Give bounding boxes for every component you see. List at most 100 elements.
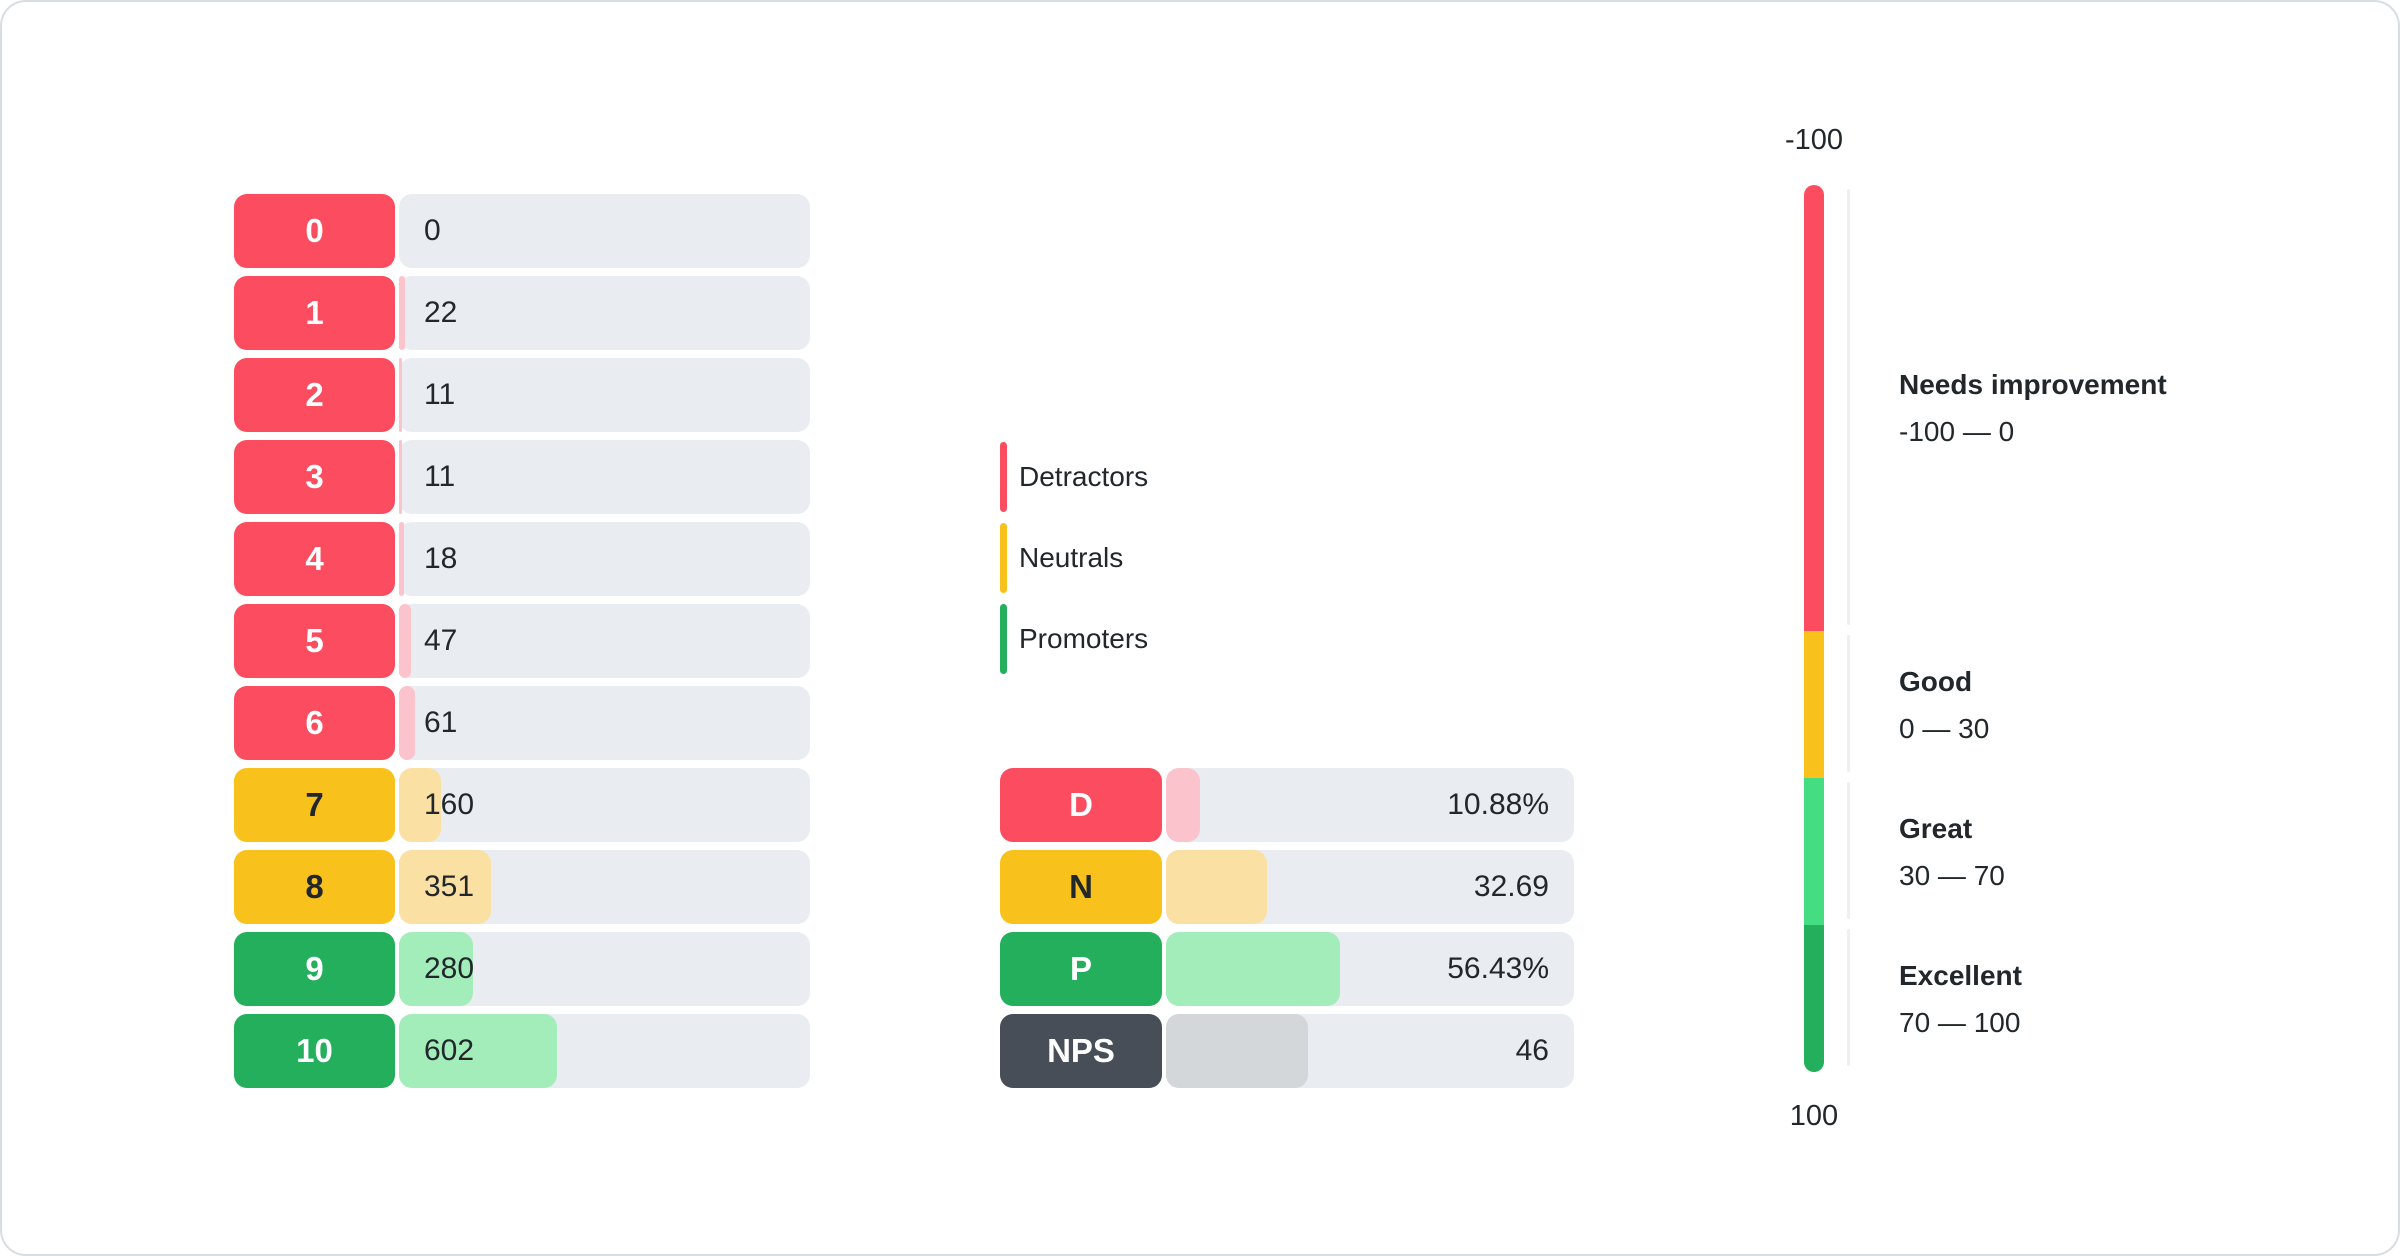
gauge-zone-segment [1804,631,1824,779]
gauge-zone-label: Needs improvement -100 — 0 [1899,368,2167,449]
summary-pill-label: P [1069,950,1092,987]
score-track: 18 [399,522,810,596]
legend-marker-icon [1000,523,1007,593]
gauge-zone-range: 30 — 70 [1899,859,2005,891]
score-bar [399,604,412,678]
score-pill: 7 [234,768,395,842]
gauge-zone-label: Great 30 — 70 [1899,812,2005,893]
summary-row: N 32.69 [1000,850,1574,924]
gauge-axis-line-segment [1847,782,1850,920]
score-track: 0 [399,194,810,268]
score-pill: 5 [234,604,395,678]
score-row: 5 47 [234,604,810,678]
gauge-axis-line-segment [1847,929,1850,1066]
gauge-max-negative-label: -100 [1784,124,1844,156]
score-count: 602 [424,1034,475,1067]
summary-pill: P [1000,932,1162,1006]
score-count: 22 [424,296,458,329]
score-pill: 6 [234,686,395,760]
legend-item: Neutrals [1000,523,1148,593]
score-row: 1 22 [234,276,810,350]
score-row: 2 11 [234,358,810,432]
score-count: 11 [424,460,456,493]
score-count: 0 [424,214,441,247]
gauge-axis-line-segment [1847,635,1850,773]
summary-bar [1166,1014,1308,1088]
summary-pill: N [1000,850,1162,924]
gauge-zone-title: Good [1899,665,1973,697]
gauge-zone-title: Excellent [1899,959,2022,991]
score-pill: 9 [234,932,395,1006]
gauge-max-positive-label: 100 [1789,1100,1839,1132]
summary-value: 46 [1515,1034,1549,1067]
gauge-zone-segment [1804,185,1824,632]
score-pill-label: 10 [296,1032,333,1069]
score-pill: 3 [234,440,395,514]
summary-row: P 56.43% [1000,932,1574,1006]
legend: Detractors Neutrals Promoters [1000,442,1148,674]
score-pill: 4 [234,522,395,596]
gauge-zone-label: Good 0 — 30 [1899,665,1989,746]
legend-item: Detractors [1000,442,1148,512]
gauge-zone-segment [1804,778,1824,926]
score-pill: 2 [234,358,395,432]
score-track: 47 [399,604,810,678]
score-row: 0 0 [234,194,810,268]
score-count: 47 [424,624,458,657]
legend-marker-icon [1000,442,1007,512]
gauge-zone-range: -100 — 0 [1899,416,2015,448]
score-count: 351 [424,870,475,903]
score-bar [399,440,402,514]
score-bar [399,1014,558,1088]
score-bar [399,522,404,596]
score-pill-label: 6 [305,704,324,741]
score-track: 11 [399,358,810,432]
score-row: 6 61 [234,686,810,760]
score-pill-label: 7 [305,786,324,823]
score-row: 10 602 [234,1014,810,1088]
summary-bar [1166,932,1340,1006]
score-pill-label: 0 [305,212,324,249]
summary-pill-label: D [1069,786,1093,823]
score-count: 18 [424,542,458,575]
legend-label: Neutrals [1019,542,1124,573]
gauge-zone-range: 0 — 30 [1899,712,1990,744]
legend-item: Promoters [1000,604,1148,674]
score-bar [399,768,442,842]
score-pill-label: 8 [305,868,324,905]
score-pill-label: 1 [305,294,324,331]
score-pill-label: 9 [305,950,324,987]
score-row: 7 160 [234,768,810,842]
score-track: 11 [399,440,810,514]
score-bar [399,850,492,924]
score-bar [399,686,416,760]
score-track: 160 [399,768,810,842]
summary-value: 56.43% [1447,952,1549,985]
gauge-zone-title: Needs improvement [1899,369,2167,401]
summary-pill: NPS [1000,1014,1162,1088]
score-pill: 8 [234,850,395,924]
summary-pill-label: N [1069,868,1093,905]
summary-chart: D 10.88% N 32.69 P 56.43% NPS 46 [1000,768,1574,1088]
gauge-zone-range: 70 — 100 [1899,1006,2021,1038]
score-pill: 1 [234,276,395,350]
score-count: 160 [424,788,475,821]
summary-row: D 10.88% [1000,768,1574,842]
summary-track: 10.88% [1166,768,1574,842]
legend-label: Promoters [1019,623,1149,654]
score-distribution-chart: 0 0 1 22 2 11 3 11 4 [234,194,810,1088]
score-pill-label: 2 [305,376,324,413]
summary-track: 46 [1166,1014,1574,1088]
score-row: 3 11 [234,440,810,514]
score-row: 8 351 [234,850,810,924]
legend-label: Detractors [1019,461,1149,492]
score-row: 4 18 [234,522,810,596]
score-count: 280 [424,952,475,985]
score-pill-label: 4 [305,540,324,577]
score-pill-label: 3 [305,458,324,495]
score-row: 9 280 [234,932,810,1006]
nps-gauge-bar [1804,185,1824,1072]
gauge-zone-segment [1804,925,1824,1072]
score-track: 61 [399,686,810,760]
